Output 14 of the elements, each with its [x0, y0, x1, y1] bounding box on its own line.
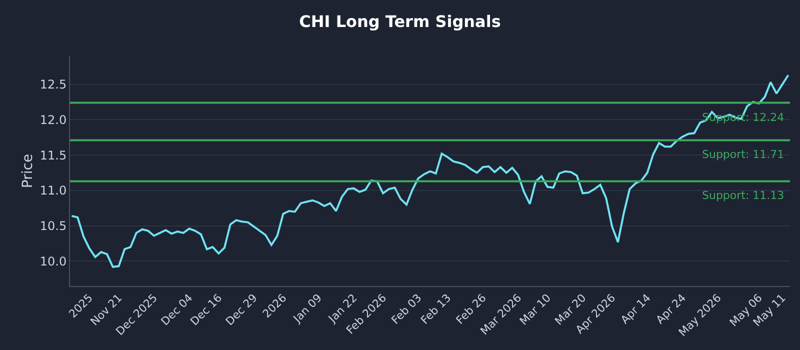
- ref-line-label: Support: 11.71: [702, 148, 784, 161]
- x-tick-label: Jan 09: [290, 292, 324, 326]
- chart-title: CHI Long Term Signals: [299, 12, 501, 31]
- y-tick-label: 10.0: [40, 254, 67, 268]
- y-tick-label: 10.5: [40, 219, 67, 234]
- x-tick-label: Apr 14: [618, 292, 654, 327]
- y-tick-label: 11.5: [40, 148, 67, 162]
- line-series: [70, 74, 790, 268]
- y-axis-title: Price: [20, 154, 36, 188]
- y-tick-label: 11.0: [40, 184, 67, 198]
- x-tick-label: Dec 29: [223, 292, 260, 328]
- ref-line-label: Support: 11.13: [702, 189, 784, 202]
- y-tick-label: 12.0: [40, 112, 67, 127]
- y-tick-label: 12.5: [40, 78, 67, 92]
